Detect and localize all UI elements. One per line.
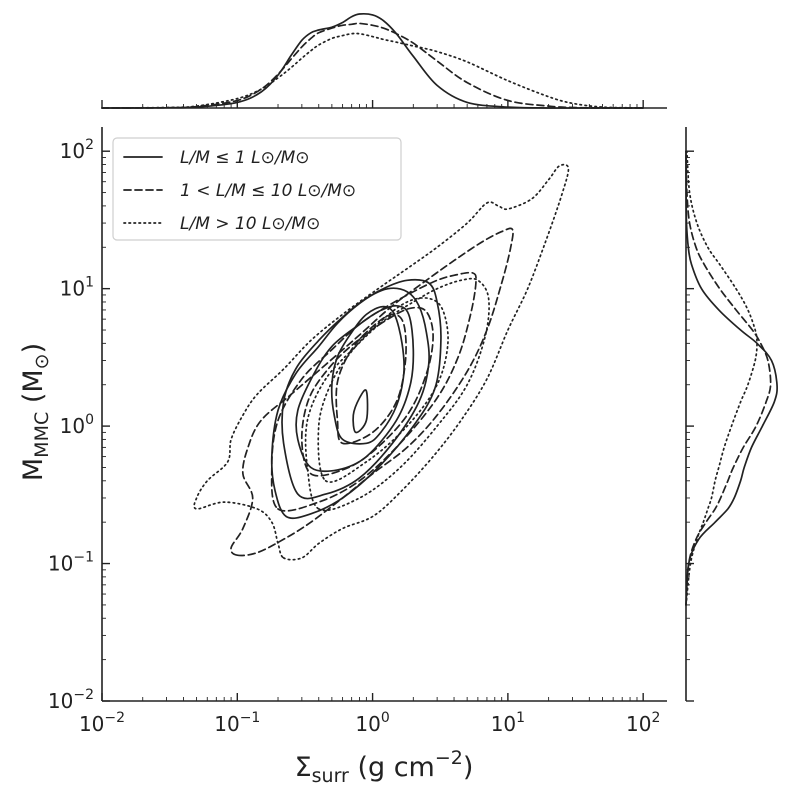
contour-line-dashed bbox=[270, 271, 477, 512]
contour-line-dotted bbox=[193, 163, 570, 561]
y-tick-label: 100 bbox=[60, 412, 94, 438]
main-ticks bbox=[101, 150, 644, 702]
legend: L/M ≤ 1 L⊙/M⊙ 1 < L/M ≤ 10 L⊙/M⊙ L/M > 1… bbox=[112, 137, 402, 241]
x-tick-label: 102 bbox=[626, 710, 660, 736]
x-tick-label: 10−1 bbox=[214, 710, 260, 736]
x-tick-label: 100 bbox=[355, 710, 389, 736]
top-density-dotted bbox=[101, 32, 645, 109]
top-density-dashed bbox=[101, 22, 645, 109]
y-axis-title: MMMC (M⊙) bbox=[18, 343, 53, 481]
x-axis-title: Σsurr (g cm−2) bbox=[295, 747, 474, 787]
y-tick-label: 10−2 bbox=[48, 687, 94, 713]
legend-label-solid: L/M ≤ 1 L⊙/M⊙ bbox=[180, 148, 310, 168]
contour-line-dotted bbox=[317, 297, 449, 483]
x-tick-labels: 10−2 10−1 100 101 102 bbox=[79, 710, 660, 736]
legend-label-dashed: 1 < L/M ≤ 10 L⊙/M⊙ bbox=[180, 181, 356, 201]
right-density-solid bbox=[685, 150, 778, 606]
contour-line-solid bbox=[270, 278, 442, 520]
top-density-solid bbox=[101, 13, 645, 109]
main-plot-panel: 10−2 10−1 100 101 102 10−2 10−1 100 101 102 bbox=[48, 127, 667, 736]
x-tick-label: 101 bbox=[491, 710, 525, 736]
right-marginal-curves bbox=[685, 150, 778, 606]
contour-lines bbox=[193, 163, 570, 561]
top-marginal-panel bbox=[101, 13, 667, 109]
contour-line-solid bbox=[295, 304, 415, 473]
y-tick-labels: 10−2 10−1 100 101 102 bbox=[48, 137, 94, 713]
contour-line-dotted bbox=[304, 277, 490, 512]
legend-box bbox=[112, 137, 402, 241]
right-density-dashed bbox=[685, 150, 772, 606]
legend-label-dotted: L/M > 10 L⊙/M⊙ bbox=[180, 214, 320, 234]
y-tick-label: 10−1 bbox=[48, 550, 94, 576]
right-density-dotted bbox=[685, 150, 758, 606]
y-tick-label: 102 bbox=[60, 137, 94, 163]
contour-line-dashed bbox=[300, 306, 434, 477]
contour-line-dashed bbox=[230, 227, 514, 557]
top-marginal-curves bbox=[101, 13, 645, 109]
right-marginal-panel bbox=[685, 127, 778, 702]
contour-line-solid bbox=[281, 287, 430, 500]
y-tick-label: 101 bbox=[60, 275, 94, 301]
contour-line-solid bbox=[352, 389, 369, 434]
x-tick-label: 10−2 bbox=[79, 710, 125, 736]
